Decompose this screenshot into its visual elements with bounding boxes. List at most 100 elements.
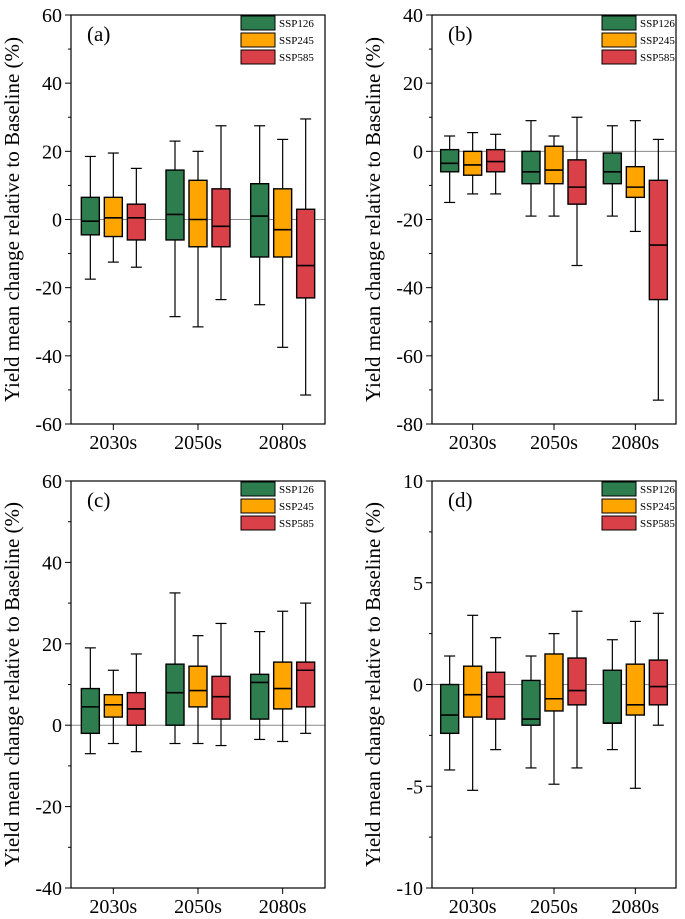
box-ssp126 (439, 683, 460, 735)
legend-label: SSP585 (279, 518, 314, 530)
box-ssp585 (567, 159, 587, 205)
box-ssp585 (211, 675, 231, 720)
x-tick-label: 2080s (611, 896, 659, 918)
y-tick-label: -40 (396, 278, 423, 300)
legend-swatch-ssp245 (240, 498, 276, 514)
box-ssp245 (544, 653, 564, 712)
y-tick-label: 0 (413, 675, 423, 697)
x-tick-label: 2080s (259, 896, 307, 918)
box-ssp126 (602, 669, 623, 724)
box-ssp245 (272, 188, 293, 258)
box-ssp126 (165, 663, 185, 726)
x-tick-label: 2050s (174, 432, 222, 454)
y-tick-label: -80 (396, 414, 423, 436)
box-ssp245 (272, 661, 293, 710)
box-ssp245 (544, 145, 564, 185)
box-ssp245 (188, 179, 208, 248)
box-ssp585 (485, 671, 506, 720)
legend: SSP126 SSP245 SSP585 (601, 481, 675, 531)
legend-swatch-ssp585 (240, 515, 276, 531)
y-tick-label: -60 (35, 414, 62, 436)
box-ssp126 (249, 183, 270, 258)
y-axis-title: Yield mean change relative to Baseline (… (361, 502, 385, 867)
y-tick-label: -40 (35, 346, 62, 368)
x-tick-label: 2050s (174, 896, 222, 918)
box-ssp245 (625, 663, 646, 716)
box-ssp245 (103, 693, 124, 718)
box-ssp585 (211, 188, 231, 248)
legend-label: SSP245 (279, 35, 314, 47)
y-tick-label: 20 (403, 73, 423, 95)
y-tick-label: 40 (42, 73, 62, 95)
box-ssp245 (188, 665, 208, 708)
box-ssp126 (80, 196, 101, 236)
box-ssp585 (295, 208, 316, 299)
legend-label: SSP126 (279, 484, 314, 496)
y-tick-label: -20 (35, 278, 62, 300)
y-tick-label: -10 (396, 878, 423, 900)
legend-label: SSP245 (640, 501, 675, 513)
box-ssp245 (103, 196, 124, 238)
y-axis-title: Yield mean change relative to Baseline (… (0, 502, 24, 867)
y-tick-label: -20 (35, 797, 62, 819)
box-ssp585 (126, 203, 147, 241)
box-ssp585 (648, 659, 669, 706)
box-ssp585 (485, 148, 506, 173)
panel-d: -10 -5 0 5 10 2030s 2050s 2080s (d) Yield mean ch… (361, 471, 677, 918)
box-ssp245 (462, 665, 483, 718)
x-tick-label: 2030s (89, 432, 137, 454)
box-ssp585 (295, 661, 316, 708)
legend-swatch-ssp245 (601, 32, 637, 48)
y-tick-label: 20 (42, 141, 62, 163)
box-ssp126 (439, 148, 460, 173)
plot-frame (70, 480, 326, 889)
box-ssp245 (462, 150, 483, 176)
x-tick-label: 2030s (449, 432, 497, 454)
y-tick-label: 40 (42, 552, 62, 574)
y-tick-label: -40 (35, 878, 62, 900)
panel-a: -60 -40 -20 0 20 40 60 2030s 2050s 2080s (a) Yield … (0, 5, 326, 454)
box-ssp126 (602, 152, 623, 185)
box-ssp126 (249, 673, 270, 720)
legend-swatch-ssp585 (601, 49, 637, 65)
legend-swatch-ssp245 (601, 498, 637, 514)
y-axis-title: Yield mean change relative to Baseline (… (361, 37, 385, 402)
box-ssp245 (625, 165, 646, 199)
box-ssp585 (648, 179, 669, 301)
panel-label: (b) (448, 22, 473, 46)
legend-label: SSP245 (279, 501, 314, 513)
y-tick-label: -20 (396, 210, 423, 232)
legend-label: SSP126 (640, 18, 675, 30)
y-tick-label: 10 (403, 471, 423, 493)
legend-swatch-ssp245 (240, 32, 276, 48)
legend: SSP126 SSP245 SSP585 (240, 15, 314, 65)
x-tick-label: 2080s (611, 432, 659, 454)
legend-label: SSP585 (279, 52, 314, 64)
box-ssp585 (567, 657, 587, 706)
legend-label: SSP126 (279, 18, 314, 30)
legend-label: SSP245 (640, 35, 675, 47)
panel-label: (d) (448, 488, 473, 512)
box-ssp126 (80, 687, 101, 735)
panel-label: (a) (87, 22, 110, 46)
panel-b: -80 -60 -40 -20 0 20 40 2030s 2050s 2080s (b) Yield… (361, 5, 677, 454)
y-tick-label: 40 (403, 5, 423, 27)
x-tick-label: 2050s (530, 432, 578, 454)
y-tick-label: 60 (42, 5, 62, 27)
y-tick-label: 0 (52, 715, 62, 737)
y-tick-label: 20 (42, 634, 62, 656)
legend-label: SSP585 (640, 518, 675, 530)
y-axis-title: Yield mean change relative to Baseline (… (0, 37, 24, 402)
y-tick-label: -5 (406, 776, 423, 798)
box-ssp126 (521, 679, 541, 726)
x-tick-label: 2080s (259, 432, 307, 454)
legend: SSP126 SSP245 SSP585 (601, 15, 675, 65)
legend-swatch-ssp126 (601, 481, 637, 497)
x-tick-label: 2050s (530, 896, 578, 918)
box-ssp126 (165, 169, 185, 241)
x-tick-label: 2030s (449, 896, 497, 918)
panel-c: -40 -20 0 20 40 60 2030s 2050s 2080s (c) Yield mea… (0, 471, 326, 918)
y-tick-label: -60 (396, 346, 423, 368)
legend-swatch-ssp126 (601, 15, 637, 31)
box-ssp126 (521, 150, 541, 185)
